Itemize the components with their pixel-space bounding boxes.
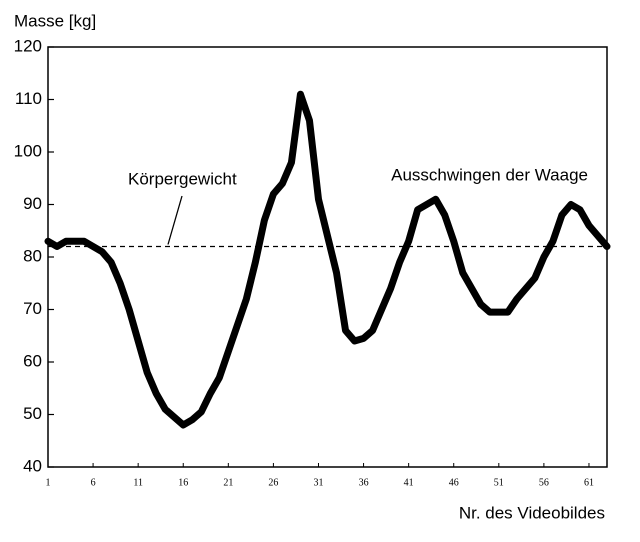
y-tick-label: 40	[23, 456, 42, 475]
x-tick-label: 1	[46, 477, 51, 488]
y-tick-label: 90	[23, 194, 42, 213]
leader-line	[167, 195, 183, 245]
y-tick-label: 60	[23, 351, 42, 370]
x-tick-label: 26	[268, 477, 278, 488]
y-tick-label: 100	[14, 141, 42, 160]
x-tick-label: 41	[404, 477, 414, 488]
x-tick-label: 31	[313, 477, 323, 488]
x-tick-label: 56	[539, 477, 549, 488]
y-tick-label: 120	[14, 36, 42, 55]
x-tick-label: 6	[91, 477, 96, 488]
data-line	[44, 90, 611, 429]
plot-frame	[47, 46, 608, 468]
y-tick-label: 70	[23, 299, 42, 318]
y-tick-label: 80	[23, 246, 42, 265]
x-tick-label: 11	[133, 477, 143, 488]
x-tick-label: 36	[359, 477, 369, 488]
x-tick-label: 51	[494, 477, 504, 488]
x-axis-label: Nr. des Videobildes	[459, 503, 605, 522]
y-tick-label: 50	[23, 404, 42, 423]
x-tick-label: 61	[584, 477, 594, 488]
y-axis-label: Masse [kg]	[14, 11, 96, 30]
y-tick-label: 110	[15, 89, 42, 108]
x-tick-label: 21	[223, 477, 233, 488]
reference-label: Körpergewicht	[128, 169, 237, 188]
x-tick-label: 46	[449, 477, 459, 488]
x-tick-label: 16	[178, 477, 188, 488]
annotation: Ausschwingen der Waage	[391, 165, 588, 184]
